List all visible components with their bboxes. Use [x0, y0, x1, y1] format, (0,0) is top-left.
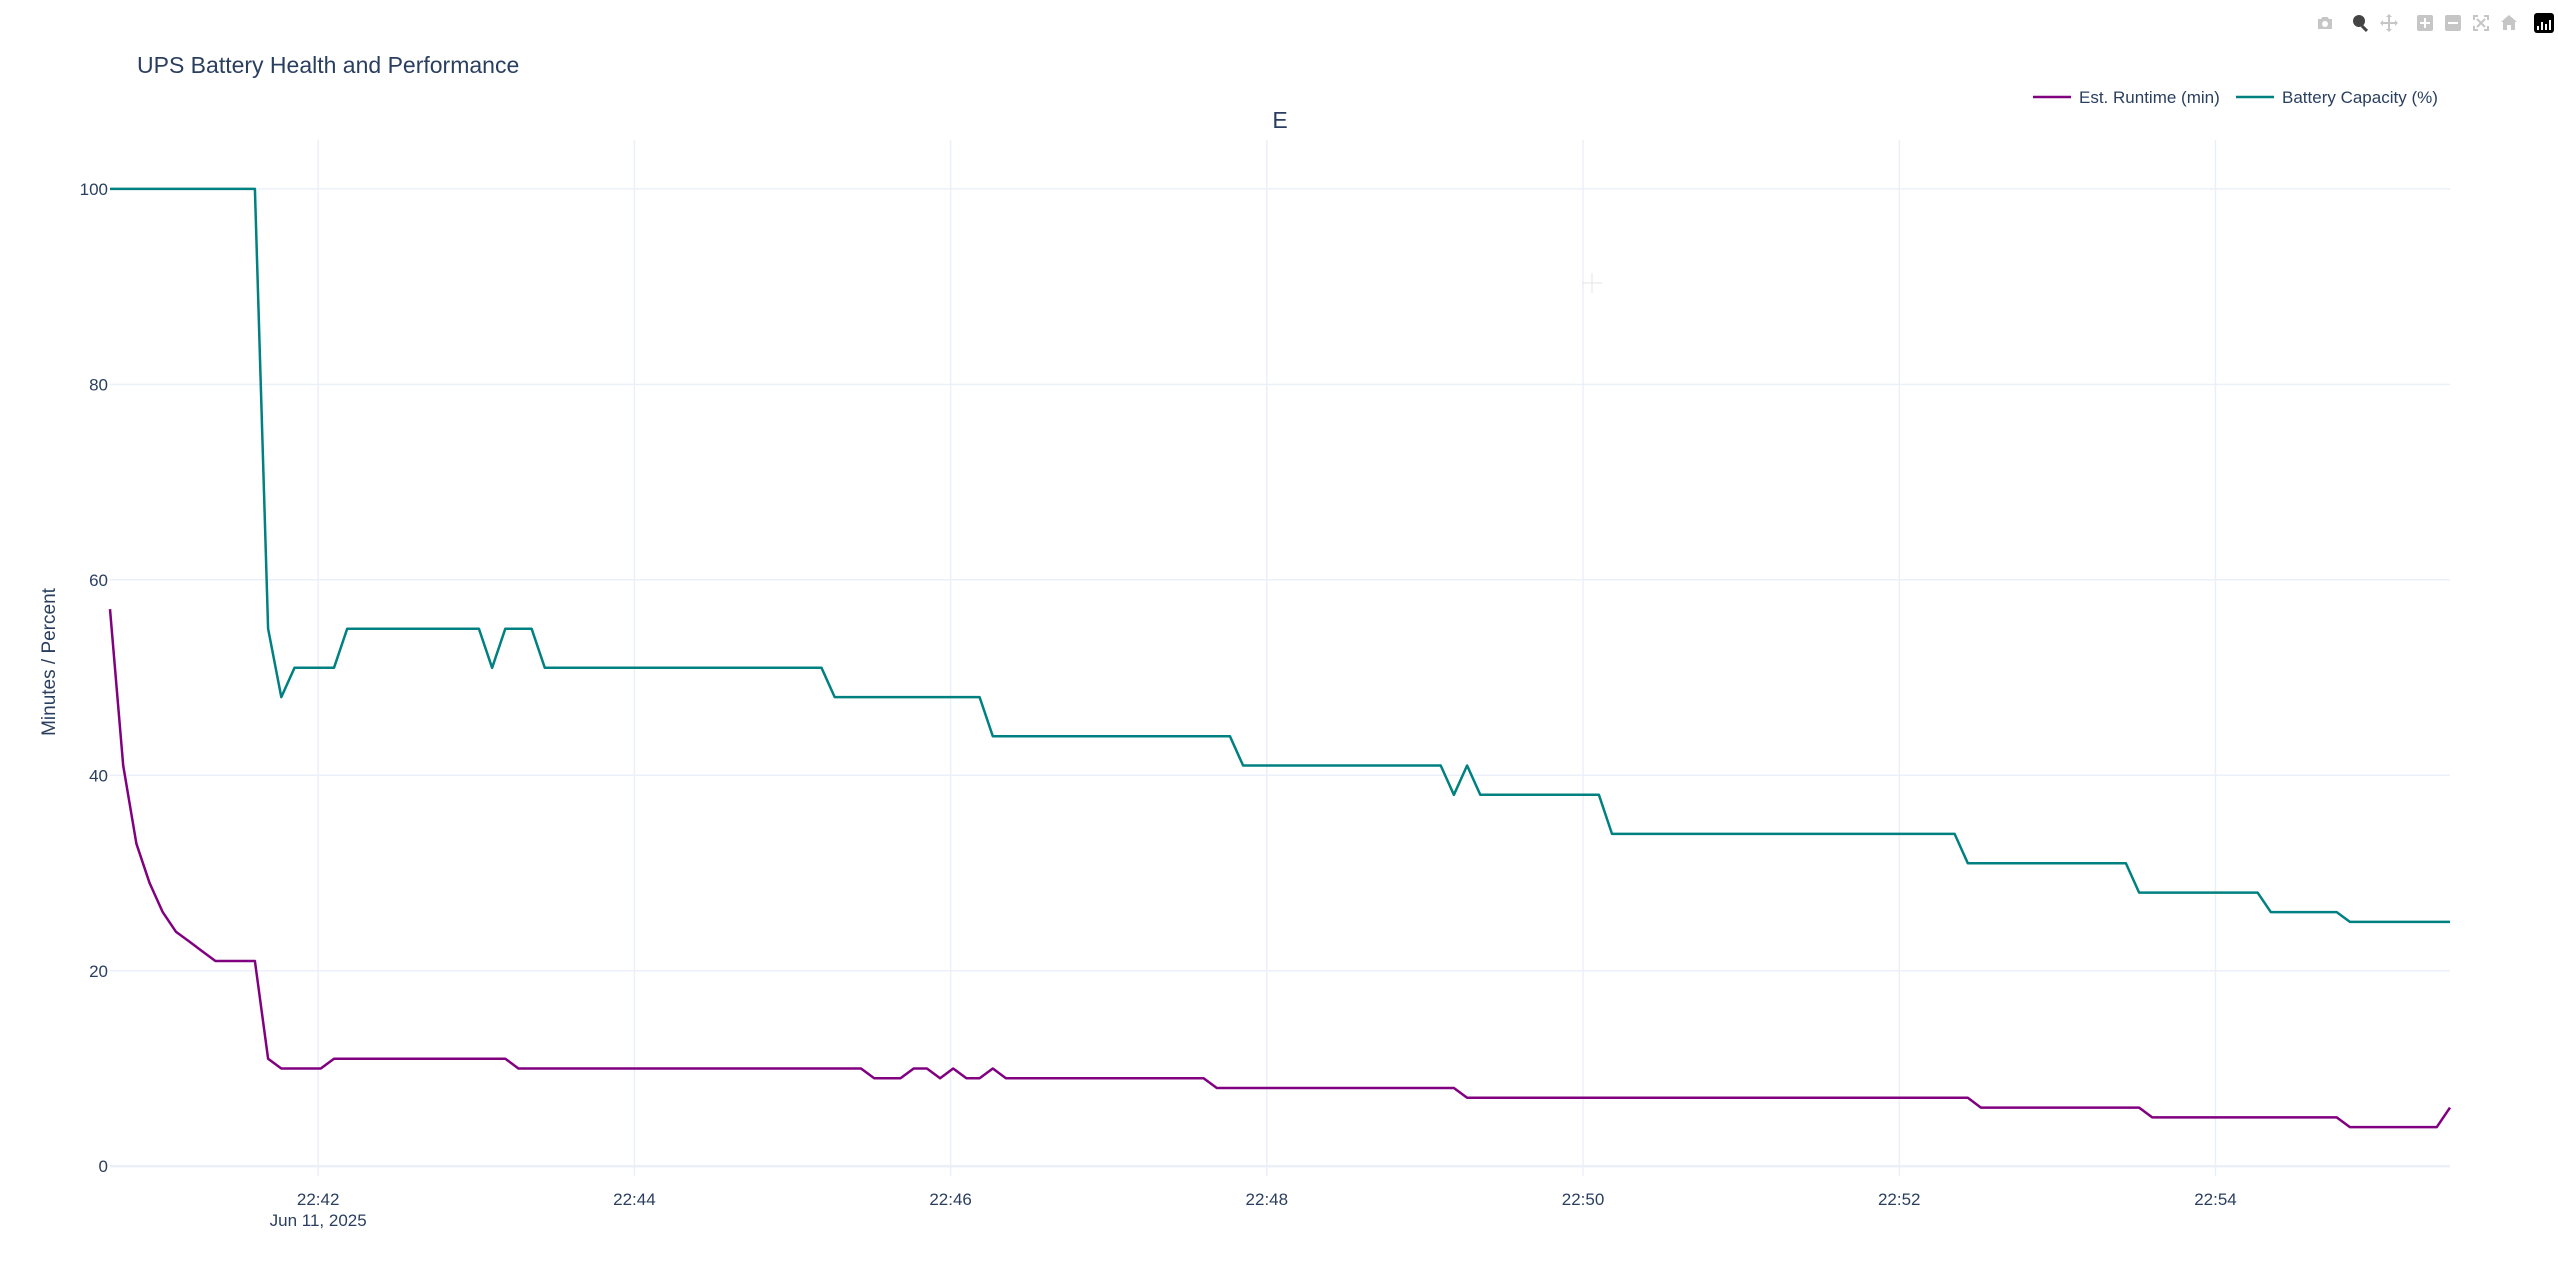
y-tick-label: 20 — [89, 962, 108, 981]
modebar — [2314, 12, 2554, 34]
modebar-group-zoom — [2414, 12, 2520, 34]
x-tick-label: 22:52 — [1878, 1190, 1921, 1209]
grid-layer — [110, 140, 2450, 1176]
legend-label: Est. Runtime (min) — [2079, 88, 2220, 107]
chart-annotation: E — [1272, 107, 1287, 133]
series-line-est-runtime[interactable] — [108, 608, 2452, 1129]
pan-icon[interactable] — [2378, 12, 2400, 34]
modebar-group-nav — [2350, 12, 2400, 34]
y-tick-label: 80 — [89, 375, 108, 394]
x-tick-label: 22:42 — [297, 1190, 340, 1209]
legend-item-est-runtime[interactable]: Est. Runtime (min) — [2033, 88, 2220, 107]
x-tick-label: 22:44 — [613, 1190, 656, 1209]
y-axis-title: Minutes / Percent — [39, 587, 60, 736]
x-tick-label: 22:46 — [929, 1190, 972, 1209]
legend[interactable]: Est. Runtime (min) Battery Capacity (%) — [2033, 88, 2438, 107]
crosshair-cursor-icon — [1582, 273, 1602, 293]
zoom-out-icon[interactable] — [2442, 12, 2464, 34]
y-tick-label: 40 — [89, 766, 108, 785]
x-tick-label: 22:54 — [2194, 1190, 2237, 1209]
y-tick-label: 100 — [80, 180, 108, 199]
reset-axes-icon[interactable] — [2498, 12, 2520, 34]
x-tick-label: 22:50 — [1562, 1190, 1605, 1209]
chart-title: UPS Battery Health and Performance — [137, 52, 519, 78]
series-layer — [108, 187, 2452, 1129]
modebar-group-logo — [2534, 13, 2554, 33]
x-tick-label: 22:48 — [1246, 1190, 1289, 1209]
legend-item-battery-capacity[interactable]: Battery Capacity (%) — [2236, 88, 2438, 107]
x-tick-sublabel: Jun 11, 2025 — [270, 1211, 367, 1230]
y-tick-label: 60 — [89, 571, 108, 590]
zoom-in-icon[interactable] — [2414, 12, 2436, 34]
axis-layer: 0 20 40 60 80 100 22:42 Jun 11, 2025 22:44 22:46 2… — [80, 180, 2237, 1230]
autoscale-icon[interactable] — [2470, 12, 2492, 34]
series-line-battery-capacity[interactable] — [110, 187, 2450, 924]
plotly-logo-icon[interactable] — [2534, 13, 2554, 33]
legend-label: Battery Capacity (%) — [2282, 88, 2438, 107]
zoom-icon[interactable] — [2350, 12, 2372, 34]
y-tick-label: 0 — [99, 1157, 108, 1176]
modebar-group-export — [2314, 12, 2336, 34]
camera-icon[interactable] — [2314, 12, 2336, 34]
